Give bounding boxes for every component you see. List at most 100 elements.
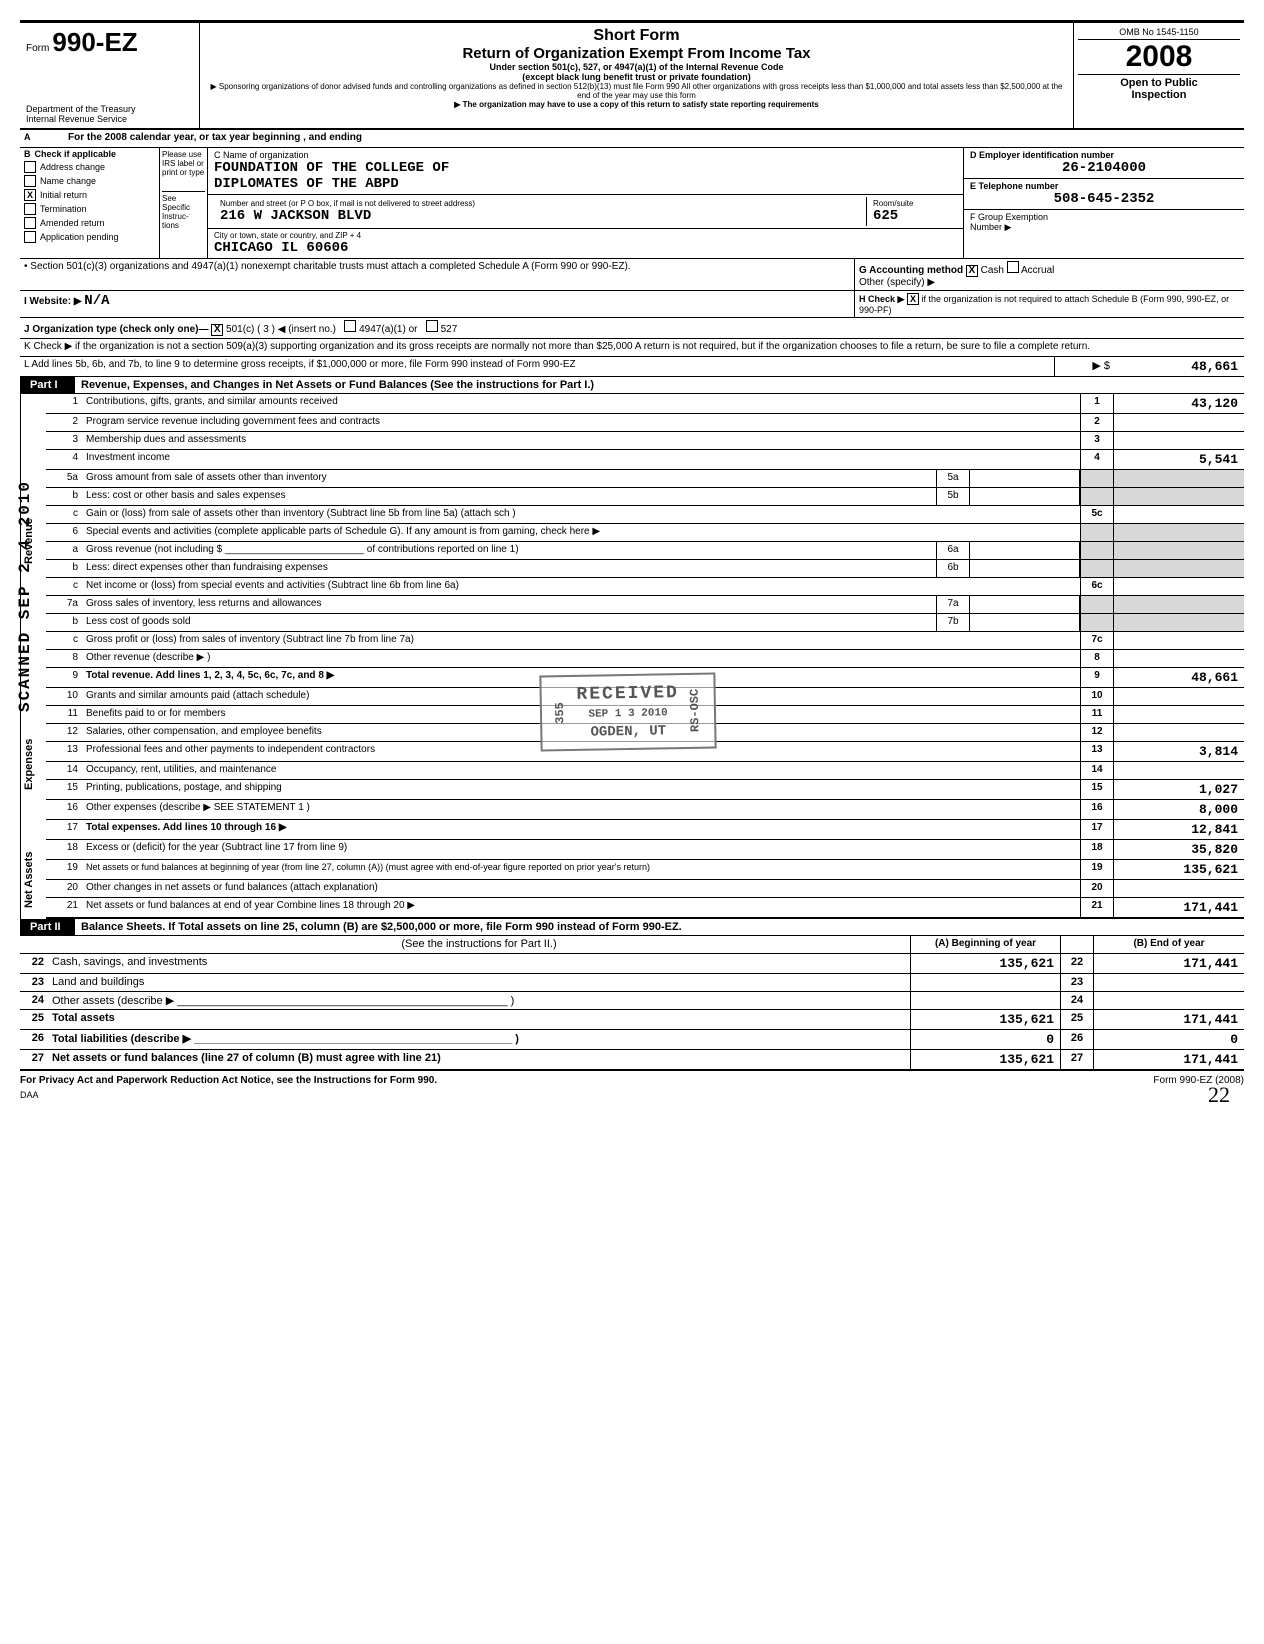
chk-accrual[interactable] [1007,261,1019,273]
room-suite: 625 [873,208,951,224]
chk-addr-change[interactable] [24,161,36,173]
revenue-section: Revenue 1Contributions, gifts, grants, a… [20,394,1244,688]
line-17-desc: Total expenses. Add lines 10 through 16 … [82,820,1080,839]
line-6-desc: Special events and activities (complete … [82,524,1080,541]
label-see-instr: See Specific Instruc-tions [162,191,205,230]
title-sub1: Under section 501(c), 527, or 4947(a)(1)… [204,62,1069,72]
line-15-desc: Printing, publications, postage, and shi… [82,780,1080,799]
addr-label: Number and street (or P O box, if mail i… [220,199,860,208]
chk-pending[interactable] [24,231,36,243]
lbl-name-change: Name change [40,176,96,186]
expenses-section: Expenses 10Grants and similar amounts pa… [20,688,1244,840]
line-21-desc: Net assets or fund balances at end of ye… [82,898,1080,917]
telephone: 508-645-2352 [970,191,1238,207]
chk-501c[interactable]: X [211,324,223,336]
net-assets-side-label: Net Assets [20,840,46,919]
tax-year: 2008 [1078,40,1240,74]
stamp-received: RECEIVED [576,681,679,708]
line-27-b: 171,441 [1094,1050,1244,1069]
line-j-501c: 501(c) ( 3 ) ◀ (insert no.) [226,324,336,335]
net-assets-section: Net Assets 18Excess or (deficit) for the… [20,840,1244,919]
form-990ez: Form 990-EZ Department of the Treasury I… [20,20,1244,1100]
website: N/A [84,293,109,309]
line-l-arrow: ▶ $ [1054,357,1114,376]
box-b-heading: Check if applicable [35,149,117,159]
line-13-amount: 3,814 [1114,742,1244,761]
title-sub2: (except black lung benefit trust or priv… [204,72,1069,82]
stamp-location: OGDEN, UT [577,722,680,743]
lbl-amended: Amended return [40,218,105,228]
city-label: City or town, state or country, and ZIP … [214,231,957,240]
col-a-header: (A) Beginning of year [910,936,1060,953]
line-7b-desc: Less cost of goods sold [82,614,936,631]
line-18-desc: Excess or (deficit) for the year (Subtra… [82,840,1080,859]
form-number: 990-EZ [52,27,137,57]
received-stamp: 355 RECEIVED SEP 1 3 2010 OGDEN, UT RS-O… [539,672,716,751]
line-j-4947: 4947(a)(1) or [359,324,417,335]
line-3-desc: Membership dues and assessments [82,432,1080,449]
box-f-label2: Number ▶ [970,222,1238,233]
line-l-value: 48,661 [1114,357,1244,376]
chk-cash[interactable]: X [966,265,978,277]
room-label: Room/suite [873,199,951,208]
line-16-amount: 8,000 [1114,800,1244,819]
line-6c-desc: Net income or (loss) from special events… [82,578,1080,595]
org-name-1: FOUNDATION OF THE COLLEGE OF [214,160,957,176]
line-j-527: 527 [441,324,458,335]
form-header: Form 990-EZ Department of the Treasury I… [20,23,1244,130]
stamp-dln-r: RS-OSC [687,689,705,733]
line-20-desc: Other changes in net assets or fund bala… [82,880,1080,897]
omb-number: OMB No 1545-1150 [1078,27,1240,40]
line-7a-desc: Gross sales of inventory, less returns a… [82,596,936,613]
line-25-a: 135,621 [910,1010,1060,1029]
revenue-side-label: Revenue [20,394,46,688]
line-9-amount: 48,661 [1114,668,1244,687]
line-4-amount: 5,541 [1114,450,1244,469]
line-5a-desc: Gross amount from sale of assets other t… [82,470,936,487]
lbl-termination: Termination [40,204,87,214]
ein: 26-2104000 [970,160,1238,176]
chk-termination[interactable] [24,203,36,215]
stamp-dln-v: 355 [552,702,569,724]
chk-initial[interactable]: X [24,189,36,201]
line-25-b: 171,441 [1094,1010,1244,1029]
org-name-2: DIPLOMATES OF THE ABPD [214,176,957,192]
line-14-desc: Occupancy, rent, utilities, and maintena… [82,762,1080,779]
expenses-side-label: Expenses [20,688,46,840]
chk-name-change[interactable] [24,175,36,187]
title-note1: Sponsoring organizations of donor advise… [204,82,1069,100]
street-address: 216 W JACKSON BLVD [220,208,860,224]
line-i-label: I Website: ▶ [24,296,82,307]
line-22-a: 135,621 [910,954,1060,973]
line-22-desc: Cash, savings, and investments [48,954,910,973]
line-7c-desc: Gross profit or (loss) from sales of inv… [82,632,1080,649]
line-22-b: 171,441 [1094,954,1244,973]
line-3-amount [1114,432,1244,449]
part-2-title: Balance Sheets. If Total assets on line … [75,919,1244,935]
chk-4947[interactable] [344,320,356,332]
open-public: Open to Public [1078,77,1240,89]
line-a-text: For the 2008 calendar year, or tax year … [64,130,1244,147]
chk-amended[interactable] [24,217,36,229]
line-a: A For the 2008 calendar year, or tax yea… [20,130,1244,148]
privacy-notice: For Privacy Act and Paperwork Reduction … [20,1075,437,1086]
stamp-date: SEP 1 3 2010 [577,706,680,723]
box-g-label: G Accounting method [859,265,963,276]
line-l-label: L Add lines 5b, 6b, and 7b, to line 9 to… [20,357,1054,376]
label-please-use: Please use IRS label or print or type [162,150,205,177]
title-short: Short Form [204,27,1069,45]
chk-sched-b[interactable]: X [907,293,919,305]
part-1-header: Part I Revenue, Expenses, and Changes in… [20,377,1244,394]
chk-527[interactable] [426,320,438,332]
box-h-label: H Check ▶ [859,294,904,304]
lbl-addr-change: Address change [40,162,105,172]
box-d-label: D Employer identification number [970,150,1238,160]
line-6a-desc: Gross revenue (not including $ _________… [82,542,936,559]
box-e-label: E Telephone number [970,181,1238,191]
part-2-header: Part II Balance Sheets. If Total assets … [20,919,1244,936]
line-5c-desc: Gain or (loss) from sale of assets other… [82,506,1080,523]
line-26-desc: Total liabilities (describe ▶ __________… [48,1030,910,1049]
line-24-desc: Other assets (describe ▶ _______________… [48,992,910,1009]
sec-501c3-note: • Section 501(c)(3) organizations and 49… [20,259,854,290]
lbl-initial: Initial return [40,190,87,200]
